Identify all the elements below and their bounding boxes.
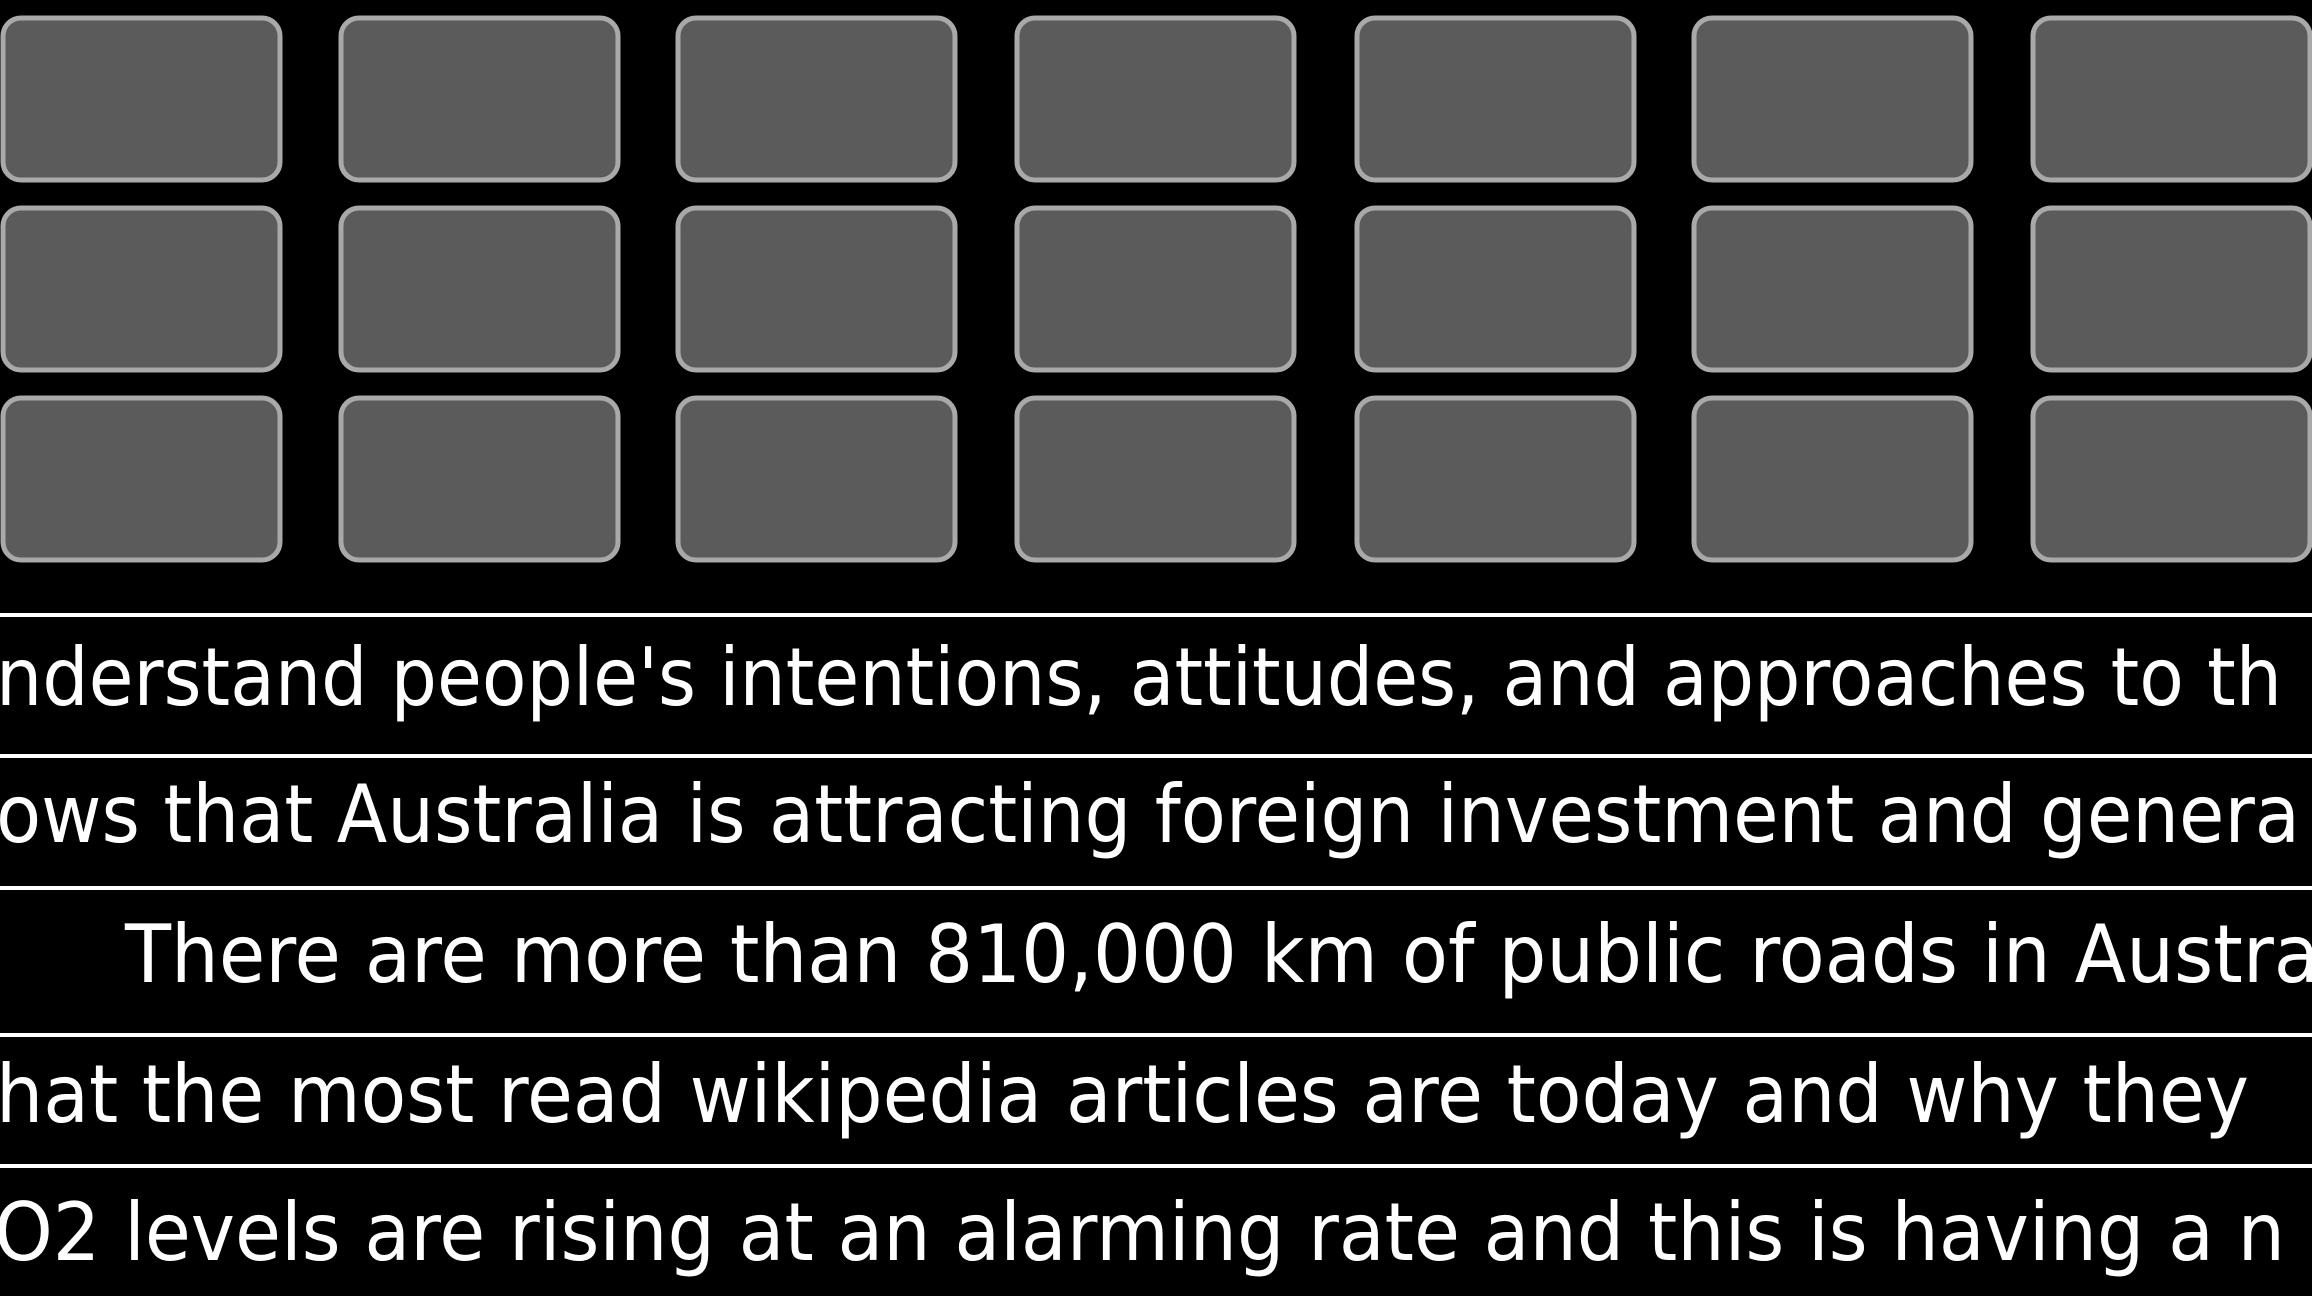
tile[interactable]: [675, 205, 958, 373]
text-row[interactable]: nderstand people's intentions, attitudes…: [0, 631, 2282, 724]
text-row[interactable]: O2 levels are rising at an alarming rate…: [0, 1186, 2285, 1279]
tile[interactable]: [1354, 15, 1637, 183]
tile[interactable]: [1691, 205, 1974, 373]
tile[interactable]: [2030, 15, 2312, 183]
tile[interactable]: [338, 15, 621, 183]
tile[interactable]: [0, 395, 283, 563]
tile[interactable]: [2030, 395, 2312, 563]
tile[interactable]: [1014, 205, 1297, 373]
text-row[interactable]: ows that Australia is attracting foreign…: [0, 768, 2300, 861]
tile[interactable]: [1354, 205, 1637, 373]
text-rows: nderstand people's intentions, attitudes…: [0, 613, 2312, 1279]
tile[interactable]: [1354, 395, 1637, 563]
tile[interactable]: [675, 15, 958, 183]
tile[interactable]: [2030, 205, 2312, 373]
tile[interactable]: [338, 205, 621, 373]
tile[interactable]: [0, 15, 283, 183]
tile[interactable]: [338, 395, 621, 563]
tile[interactable]: [1691, 395, 1974, 563]
text-row[interactable]: There are more than 810,000 km of public…: [124, 908, 2312, 1001]
tile[interactable]: [1014, 395, 1297, 563]
tile[interactable]: [1691, 15, 1974, 183]
tile[interactable]: [0, 205, 283, 373]
tile[interactable]: [1014, 15, 1297, 183]
tile-grid: [0, 15, 2312, 563]
tile[interactable]: [675, 395, 958, 563]
text-row[interactable]: hat the most read wikipedia articles are…: [0, 1048, 2249, 1141]
